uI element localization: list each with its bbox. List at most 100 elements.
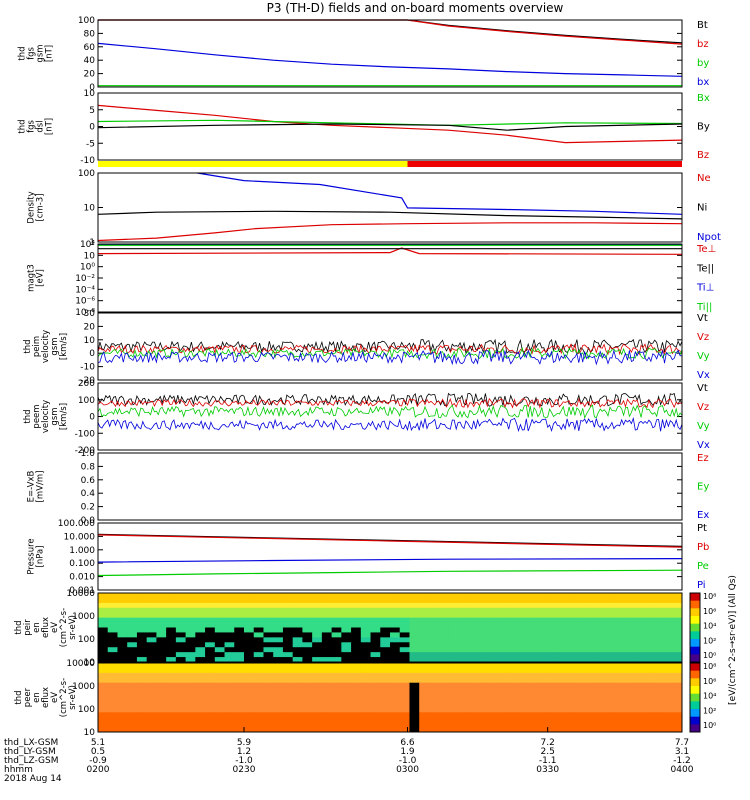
heatmap-cell — [351, 603, 361, 608]
heatmap-cell — [283, 673, 293, 678]
heatmap-cell — [361, 688, 371, 693]
heatmap-cell — [273, 608, 283, 613]
heatmap-cell — [205, 693, 215, 698]
y-tick-label: 10 — [84, 204, 96, 214]
legend-Pb: Pb — [697, 542, 709, 553]
heatmap-cell — [448, 673, 458, 678]
heatmap-cell — [633, 678, 643, 683]
heatmap-cell — [400, 632, 410, 637]
heatmap-cell — [429, 623, 439, 628]
heatmap-cell — [244, 722, 254, 727]
heatmap-cell — [263, 598, 273, 603]
heatmap-cell — [127, 628, 137, 633]
panel-peim: 3020100-10-20thd peim velocity gsm [km/s]VtV… — [23, 309, 710, 386]
heatmap-cell — [536, 673, 546, 678]
heatmap-cell — [585, 647, 595, 652]
heatmap-cell — [380, 603, 390, 608]
heatmap-cell — [244, 717, 254, 722]
heatmap-cell — [672, 652, 682, 657]
heatmap-cell — [273, 722, 283, 727]
heatmap-cell — [429, 693, 439, 698]
heatmap-cell — [555, 652, 565, 657]
heatmap-cell — [448, 698, 458, 703]
heatmap-cell — [186, 663, 196, 668]
heatmap-cell — [273, 637, 283, 642]
heatmap-cell — [409, 707, 419, 712]
heatmap-cell — [176, 632, 186, 637]
heatmap-cell — [585, 698, 595, 703]
heatmap-cell — [225, 628, 235, 633]
heatmap-cell — [478, 603, 488, 608]
heatmap-cell — [351, 647, 361, 652]
heatmap-cell — [409, 673, 419, 678]
heatmap-cell — [565, 683, 575, 688]
heatmap-cell — [293, 707, 303, 712]
panel-peem: 2001000-100-200thd peem velocity gsm [km/s]V… — [23, 379, 710, 456]
heatmap-cell — [555, 698, 565, 703]
y-tick-label: 10⁰ — [80, 263, 95, 273]
heatmap-cell — [458, 678, 468, 683]
heatmap-cell — [244, 707, 254, 712]
heatmap-cell — [156, 668, 166, 673]
heatmap-cell — [361, 652, 371, 657]
heatmap-cell — [507, 632, 517, 637]
y-tick-label: 100 — [78, 396, 95, 406]
heatmap-cell — [409, 603, 419, 608]
heatmap-cell — [225, 693, 235, 698]
heatmap-cell — [575, 717, 585, 722]
heatmap-cell — [225, 688, 235, 693]
heatmap-cell — [137, 717, 147, 722]
heatmap-cell — [186, 603, 196, 608]
heatmap-cell — [263, 673, 273, 678]
y-tick-label: 100 — [78, 169, 95, 179]
heatmap-cell — [147, 663, 157, 668]
heatmap-cell — [497, 652, 507, 657]
heatmap-cell — [254, 632, 264, 637]
heatmap-cell — [283, 642, 293, 647]
heatmap-cell — [205, 632, 215, 637]
colorbar-segment — [690, 624, 700, 632]
heatmap-cell — [234, 618, 244, 623]
heatmap-cell — [361, 683, 371, 688]
heatmap-cell — [653, 678, 663, 683]
heatmap-cell — [497, 637, 507, 642]
heatmap-cell — [156, 613, 166, 618]
colorbar: 10⁸10⁶10⁴10²10⁰ — [690, 662, 716, 733]
heatmap-cell — [624, 717, 634, 722]
heatmap-cell — [439, 593, 449, 598]
heatmap-cell — [380, 652, 390, 657]
heatmap-cell — [536, 642, 546, 647]
heatmap-cell — [147, 673, 157, 678]
heatmap-cell — [312, 707, 322, 712]
y-axis-label: [km/s] — [59, 403, 69, 430]
heatmap-cell — [419, 688, 429, 693]
heatmap-cell — [254, 642, 264, 647]
heatmap-cell — [409, 678, 419, 683]
heatmap-cell — [263, 663, 273, 668]
heatmap-cell — [624, 628, 634, 633]
legend-Npot: Npot — [697, 232, 721, 243]
heatmap-cell — [507, 717, 517, 722]
heatmap-cell — [351, 663, 361, 668]
heatmap-cell — [302, 688, 312, 693]
heatmap-cell — [653, 637, 663, 642]
heatmap-cell — [322, 668, 332, 673]
heatmap-cell — [108, 688, 118, 693]
heatmap-cell — [624, 688, 634, 693]
colorbar-segment — [690, 671, 700, 679]
heatmap-cell — [293, 647, 303, 652]
heatmap-cell — [244, 702, 254, 707]
heatmap-cell — [293, 693, 303, 698]
heatmap-cell — [312, 683, 322, 688]
heatmap-cell — [507, 593, 517, 598]
heatmap-cell — [205, 598, 215, 603]
heatmap-cell — [371, 707, 381, 712]
heatmap-cell — [507, 707, 517, 712]
heatmap-cell — [117, 663, 127, 668]
heatmap-cell — [341, 707, 351, 712]
heatmap-cell — [302, 678, 312, 683]
heatmap-cell — [351, 707, 361, 712]
heatmap-cell — [468, 668, 478, 673]
heatmap-cell — [663, 637, 673, 642]
heatmap-cell — [147, 702, 157, 707]
